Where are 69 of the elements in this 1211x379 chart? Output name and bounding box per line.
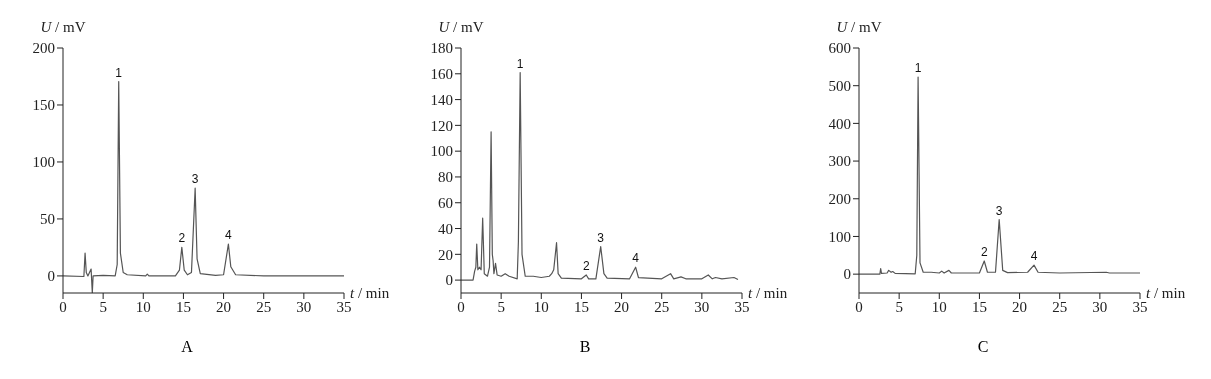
text: B bbox=[578, 338, 592, 356]
x-tick-label: 25 bbox=[256, 298, 272, 315]
y-tick-label: 100 bbox=[828, 228, 851, 245]
y-tick-label: 20 bbox=[438, 246, 453, 263]
y-tick-label: 0 bbox=[843, 266, 851, 283]
annotation: 4 bbox=[225, 228, 233, 242]
x-tick-label: 15 bbox=[573, 298, 589, 315]
y-tick-label: 200 bbox=[828, 191, 851, 208]
annotation: 1 bbox=[914, 61, 922, 76]
y-tick-label: 160 bbox=[430, 66, 453, 83]
y-tick-label: 400 bbox=[828, 115, 851, 132]
annotation: 1 bbox=[516, 56, 524, 71]
annotation: 2 bbox=[980, 244, 988, 259]
x-tick-label: 15 bbox=[175, 298, 191, 315]
y-tick-label: 600 bbox=[828, 40, 851, 57]
x-tick-label: 0 bbox=[855, 298, 863, 315]
annotation: 1 bbox=[115, 65, 123, 80]
x-tick-label: 5 bbox=[99, 298, 107, 315]
y-axis-title: U / mV bbox=[438, 19, 484, 35]
y-axis-title: U / mV bbox=[836, 19, 882, 35]
y-tick-label: 300 bbox=[828, 153, 851, 170]
text: A bbox=[180, 338, 194, 356]
y-tick-label: 120 bbox=[430, 117, 453, 134]
y-tick-label: 80 bbox=[438, 169, 453, 186]
x-tick-label: 0 bbox=[457, 298, 465, 315]
x-tick-label: 5 bbox=[497, 298, 505, 315]
y-tick-label: 180 bbox=[430, 40, 453, 57]
x-tick-label: 25 bbox=[1052, 298, 1068, 315]
annotation: 4 bbox=[1030, 249, 1038, 264]
text: C bbox=[976, 338, 990, 356]
x-tick-label: 30 bbox=[694, 298, 710, 315]
line-series bbox=[461, 71, 739, 281]
y-tick-label: 140 bbox=[430, 91, 453, 108]
y-tick-label: 0 bbox=[445, 272, 453, 289]
y-tick-label: 150 bbox=[32, 97, 55, 114]
y-tick-label: 500 bbox=[828, 78, 851, 95]
x-tick-label: 35 bbox=[336, 298, 352, 315]
annotation: 2 bbox=[582, 258, 590, 273]
x-tick-label: 5 bbox=[895, 298, 903, 315]
x-tick-label: 0 bbox=[59, 298, 67, 315]
x-tick-label: 15 bbox=[971, 298, 987, 315]
x-tick-label: 30 bbox=[1092, 298, 1108, 315]
line-series bbox=[859, 76, 1140, 275]
y-tick-label: 100 bbox=[430, 143, 453, 160]
x-tick-label: 10 bbox=[135, 298, 151, 315]
y-tick-label: 200 bbox=[32, 40, 55, 57]
y-tick-label: 0 bbox=[47, 268, 55, 285]
y-tick-label: 60 bbox=[438, 195, 453, 212]
annotation: 2 bbox=[178, 231, 186, 246]
x-axis-title: t / min bbox=[350, 285, 390, 301]
x-tick-label: 35 bbox=[734, 298, 750, 315]
y-tick-label: 40 bbox=[438, 220, 453, 237]
annotation: 4 bbox=[632, 251, 640, 266]
x-tick-label: 20 bbox=[216, 298, 232, 315]
x-tick-label: 10 bbox=[931, 298, 947, 315]
x-tick-label: 35 bbox=[1132, 298, 1148, 315]
x-axis-title: t / min bbox=[1146, 285, 1186, 301]
annotation: 3 bbox=[597, 230, 605, 245]
annotation: 3 bbox=[995, 203, 1003, 218]
y-axis-title: U / mV bbox=[40, 19, 86, 35]
x-tick-label: 20 bbox=[614, 298, 630, 315]
y-tick-label: 100 bbox=[32, 154, 55, 171]
x-tick-label: 10 bbox=[533, 298, 549, 315]
x-axis-title: t / min bbox=[748, 285, 788, 301]
x-tick-label: 25 bbox=[654, 298, 670, 315]
y-tick-label: 50 bbox=[40, 211, 55, 228]
x-tick-label: 30 bbox=[296, 298, 312, 315]
annotation: 3 bbox=[191, 172, 199, 187]
x-tick-label: 20 bbox=[1012, 298, 1028, 315]
